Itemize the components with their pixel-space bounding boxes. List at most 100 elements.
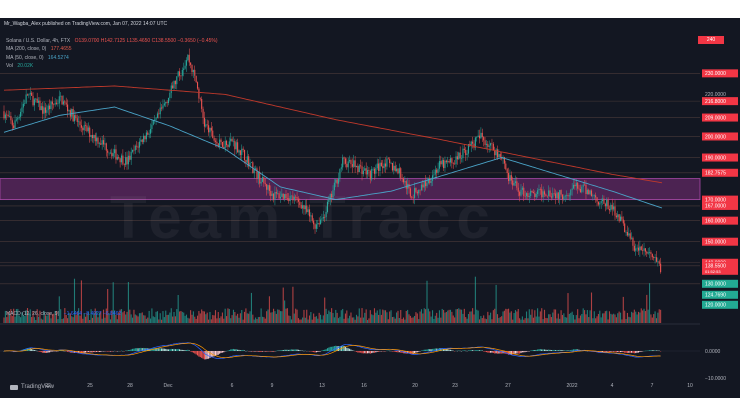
volume-bar [476, 309, 478, 323]
candle-body [302, 205, 304, 209]
macd-histogram-bar [506, 351, 508, 355]
candle-body [416, 191, 418, 194]
volume-bar [384, 310, 387, 323]
volume-bar [528, 309, 530, 323]
candle-body [259, 171, 261, 184]
x-axis-tick: 22 [45, 383, 51, 389]
price-label-badge [702, 216, 738, 225]
candle-body [24, 103, 26, 104]
volume-bar [588, 317, 590, 323]
macd-histogram-bar [242, 349, 244, 351]
volume-bar [147, 317, 149, 323]
volume-bar [422, 313, 424, 323]
volume-bar [559, 318, 561, 323]
macd-histogram-bar [184, 350, 186, 351]
macd-histogram-bar [476, 350, 478, 351]
macd-histogram-bar [333, 346, 335, 351]
volume-bar [364, 312, 366, 323]
macd-histogram-bar [556, 349, 558, 351]
macd-histogram-bar [654, 350, 656, 351]
candle-body [383, 163, 385, 169]
volume-bar [571, 311, 573, 323]
macd-histogram-bar [414, 351, 416, 354]
candle-body [514, 181, 517, 183]
volume-bar [516, 311, 518, 323]
macd-histogram-bar [127, 350, 129, 351]
macd-histogram-bar [47, 351, 49, 353]
candle-body [436, 169, 438, 173]
macd-histogram-bar [237, 349, 239, 351]
volume-bar [11, 316, 13, 323]
volume-bar [219, 318, 221, 323]
macd-histogram-bar [180, 349, 182, 351]
candle-body [358, 165, 360, 173]
volume-bar [105, 308, 107, 323]
chart-frame: 230.0000 216.8000 209.0000 200.0000 190.0000… [0, 18, 740, 398]
macd-histogram-bar [67, 351, 69, 352]
macd-histogram-bar [495, 351, 497, 354]
macd-histogram-bar [553, 349, 555, 351]
candle-body [639, 246, 641, 251]
candle-body [619, 216, 622, 222]
candle-body [116, 157, 118, 160]
volume-bar [273, 308, 275, 323]
volume-bar [519, 318, 521, 323]
candle-body [148, 133, 150, 135]
volume-bar [136, 315, 138, 323]
volume-bar [458, 308, 460, 323]
macd-histogram-bar [555, 350, 557, 351]
volume-bar [290, 319, 293, 323]
volume-bar [412, 317, 414, 323]
price-chart: 230.0000216.8000209.0000200.0000190.0000… [0, 48, 738, 389]
volume-bar [549, 314, 551, 323]
volume-bar [246, 313, 248, 323]
macd-histogram-bar [238, 349, 240, 351]
macd-axis-tick: −10.0000 [705, 376, 726, 382]
candle-body [541, 189, 543, 198]
macd-histogram-bar [293, 349, 295, 351]
volume-bar [604, 311, 606, 323]
macd-histogram-bar [624, 351, 626, 353]
volume-bar [640, 308, 642, 323]
volume-bar [144, 315, 146, 323]
candle-body [342, 157, 344, 168]
volume-bar [221, 312, 223, 323]
volume-bar [538, 316, 540, 323]
volume-bar [509, 312, 511, 323]
macd-histogram-bar [172, 349, 174, 351]
candle-body [98, 143, 100, 144]
volume-bar [267, 309, 269, 323]
volume-bar [426, 280, 428, 323]
volume-bar [322, 315, 324, 323]
macd-histogram-bar [412, 351, 414, 354]
candle-body [517, 187, 519, 192]
price-label-badge [702, 195, 738, 204]
candle-body [224, 140, 226, 149]
candle-body [227, 145, 229, 147]
volume-bar [524, 318, 526, 323]
volume-bar [539, 311, 541, 323]
macd-histogram-bar [282, 350, 284, 351]
volume-bar [255, 317, 257, 323]
candle-body [447, 160, 449, 163]
volume-bar [285, 308, 287, 323]
candle-body [61, 95, 63, 105]
macd-histogram-bar [418, 351, 420, 352]
volume-bar [220, 316, 222, 323]
volume-bar [3, 317, 5, 323]
volume-bar [85, 316, 87, 323]
candle-body [115, 149, 117, 160]
volume-bar [89, 319, 91, 323]
macd-histogram-bar [295, 349, 297, 351]
macd-histogram-bar [512, 351, 514, 355]
macd-histogram-bar [344, 346, 346, 351]
volume-bar [546, 318, 548, 323]
volume-bar [355, 314, 358, 323]
macd-histogram-bar [228, 350, 230, 351]
volume-bar [286, 308, 288, 323]
volume-bar [230, 318, 232, 323]
volume-bar [498, 317, 500, 323]
candle-body [210, 127, 212, 131]
legend-macd-values: −1.6464 −8.4927 −6.8462 [63, 311, 122, 317]
volume-bar [130, 314, 132, 323]
